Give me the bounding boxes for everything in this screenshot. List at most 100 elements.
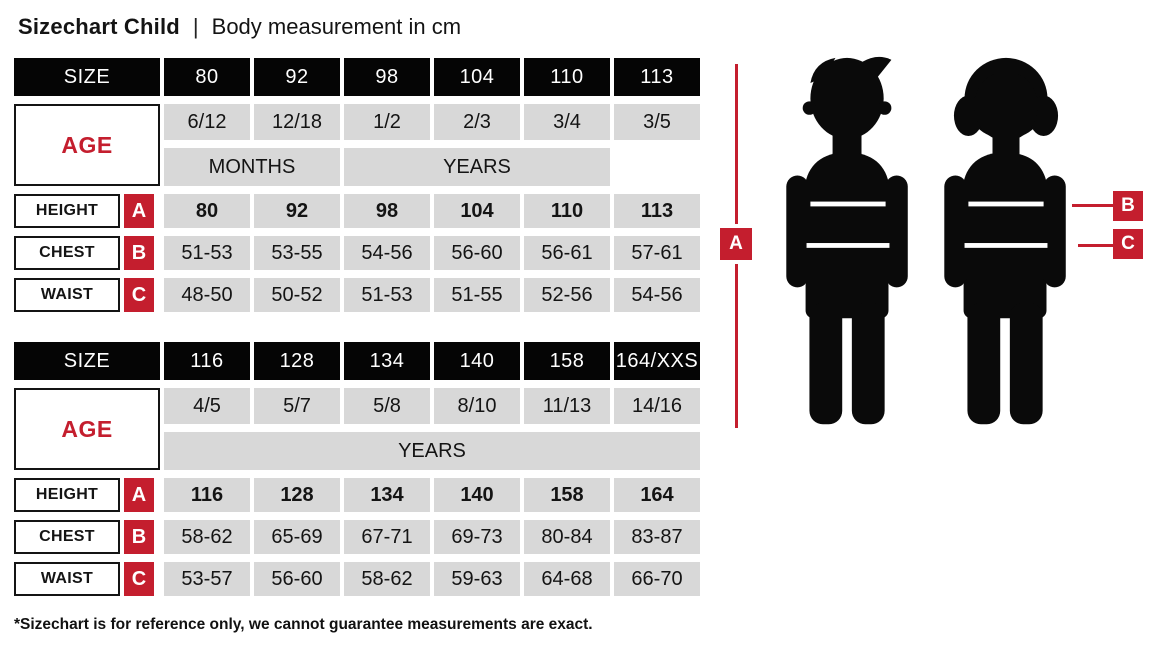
age-value: 2/3 (434, 104, 520, 140)
height-value: 140 (434, 478, 520, 512)
height-value: 80 (164, 194, 250, 228)
age-header-label: AGE (14, 104, 160, 186)
waist-value: 53-57 (164, 562, 250, 596)
height-value: 128 (254, 478, 340, 512)
figure-badge-b: B (1113, 191, 1143, 221)
size-value: 104 (434, 58, 520, 96)
height-value: 164 (614, 478, 700, 512)
page-title: Sizechart Child | Body measurement in cm (18, 14, 461, 40)
chest-value: 56-61 (524, 236, 610, 270)
age-value: 11/13 (524, 388, 610, 424)
chest-row-header: CHEST B (14, 236, 160, 270)
waist-value: 59-63 (434, 562, 520, 596)
size-value: 110 (524, 58, 610, 96)
chest-line-boy (810, 201, 886, 207)
chest-row-header: CHEST B (14, 520, 160, 554)
waist-label: WAIST (14, 562, 120, 596)
waist-row-header: WAIST C (14, 278, 160, 312)
height-label: HEIGHT (14, 194, 120, 228)
size-header-label: SIZE (14, 342, 160, 380)
height-label: HEIGHT (14, 478, 120, 512)
height-value: 104 (434, 194, 520, 228)
figure-badge-a: A (716, 224, 756, 264)
badge-c: C (124, 562, 154, 596)
waist-value: 64-68 (524, 562, 610, 596)
height-value: 134 (344, 478, 430, 512)
size-value: 134 (344, 342, 430, 380)
waist-label: WAIST (14, 278, 120, 312)
sizechart-table-large-sizes: SIZE 116 128 134 140 158 164/XXS AGE 4/5… (14, 342, 700, 596)
age-value: 12/18 (254, 104, 340, 140)
waist-value: 50-52 (254, 278, 340, 312)
height-value: 158 (524, 478, 610, 512)
waist-value: 54-56 (614, 278, 700, 312)
height-value: 92 (254, 194, 340, 228)
chest-label: CHEST (14, 520, 120, 554)
chest-value: 56-60 (434, 236, 520, 270)
age-value: 14/16 (614, 388, 700, 424)
title-separator: | (192, 14, 199, 39)
girl-silhouette (944, 57, 1066, 425)
sizechart-table-small-sizes: SIZE 80 92 98 104 110 113 AGE 6/12 12/18… (14, 58, 700, 312)
chest-value: 54-56 (344, 236, 430, 270)
chest-line-girl (968, 201, 1044, 207)
age-value: 4/5 (164, 388, 250, 424)
unit-months-cell: MONTHS (164, 148, 340, 186)
waist-value: 52-56 (524, 278, 610, 312)
age-value: 1/2 (344, 104, 430, 140)
size-value: 98 (344, 58, 430, 96)
badge-b: B (124, 520, 154, 554)
waist-value: 48-50 (164, 278, 250, 312)
height-value: 110 (524, 194, 610, 228)
age-value: 6/12 (164, 104, 250, 140)
title-subtitle: Body measurement in cm (211, 14, 462, 39)
chest-value: 83-87 (614, 520, 700, 554)
age-value: 5/8 (344, 388, 430, 424)
size-value: 113 (614, 58, 700, 96)
size-value: 116 (164, 342, 250, 380)
chest-value: 80-84 (524, 520, 610, 554)
title-main: Sizechart Child (18, 14, 180, 39)
age-value: 5/7 (254, 388, 340, 424)
height-row-header: HEIGHT A (14, 478, 160, 512)
chest-label: CHEST (14, 236, 120, 270)
waist-value: 51-55 (434, 278, 520, 312)
waist-line-boy (806, 243, 890, 248)
height-value: 98 (344, 194, 430, 228)
waist-pointer-line (1078, 244, 1113, 247)
height-value: 116 (164, 478, 250, 512)
footnote: *Sizechart is for reference only, we can… (14, 615, 593, 633)
unit-years-cell: YEARS (344, 148, 610, 186)
size-header-label: SIZE (14, 58, 160, 96)
chest-value: 53-55 (254, 236, 340, 270)
chest-value: 67-71 (344, 520, 430, 554)
chest-value: 57-61 (614, 236, 700, 270)
height-value: 113 (614, 194, 700, 228)
badge-a: A (124, 478, 154, 512)
size-value: 128 (254, 342, 340, 380)
size-value: 92 (254, 58, 340, 96)
size-value: 158 (524, 342, 610, 380)
chest-pointer-line (1072, 204, 1113, 207)
waist-line-girl (964, 243, 1048, 248)
figure-badge-c: C (1113, 229, 1143, 259)
age-value: 3/4 (524, 104, 610, 140)
size-value: 164/XXS (614, 342, 700, 380)
age-value: 8/10 (434, 388, 520, 424)
age-value: 3/5 (614, 104, 700, 140)
chest-value: 65-69 (254, 520, 340, 554)
chest-value: 69-73 (434, 520, 520, 554)
waist-value: 66-70 (614, 562, 700, 596)
badge-a: A (124, 194, 154, 228)
chest-value: 51-53 (164, 236, 250, 270)
unit-years-cell: YEARS (164, 432, 700, 470)
badge-b: B (124, 236, 154, 270)
chest-value: 58-62 (164, 520, 250, 554)
waist-row-header: WAIST C (14, 562, 160, 596)
waist-value: 56-60 (254, 562, 340, 596)
age-header-label: AGE (14, 388, 160, 470)
waist-value: 51-53 (344, 278, 430, 312)
size-value: 140 (434, 342, 520, 380)
waist-value: 58-62 (344, 562, 430, 596)
